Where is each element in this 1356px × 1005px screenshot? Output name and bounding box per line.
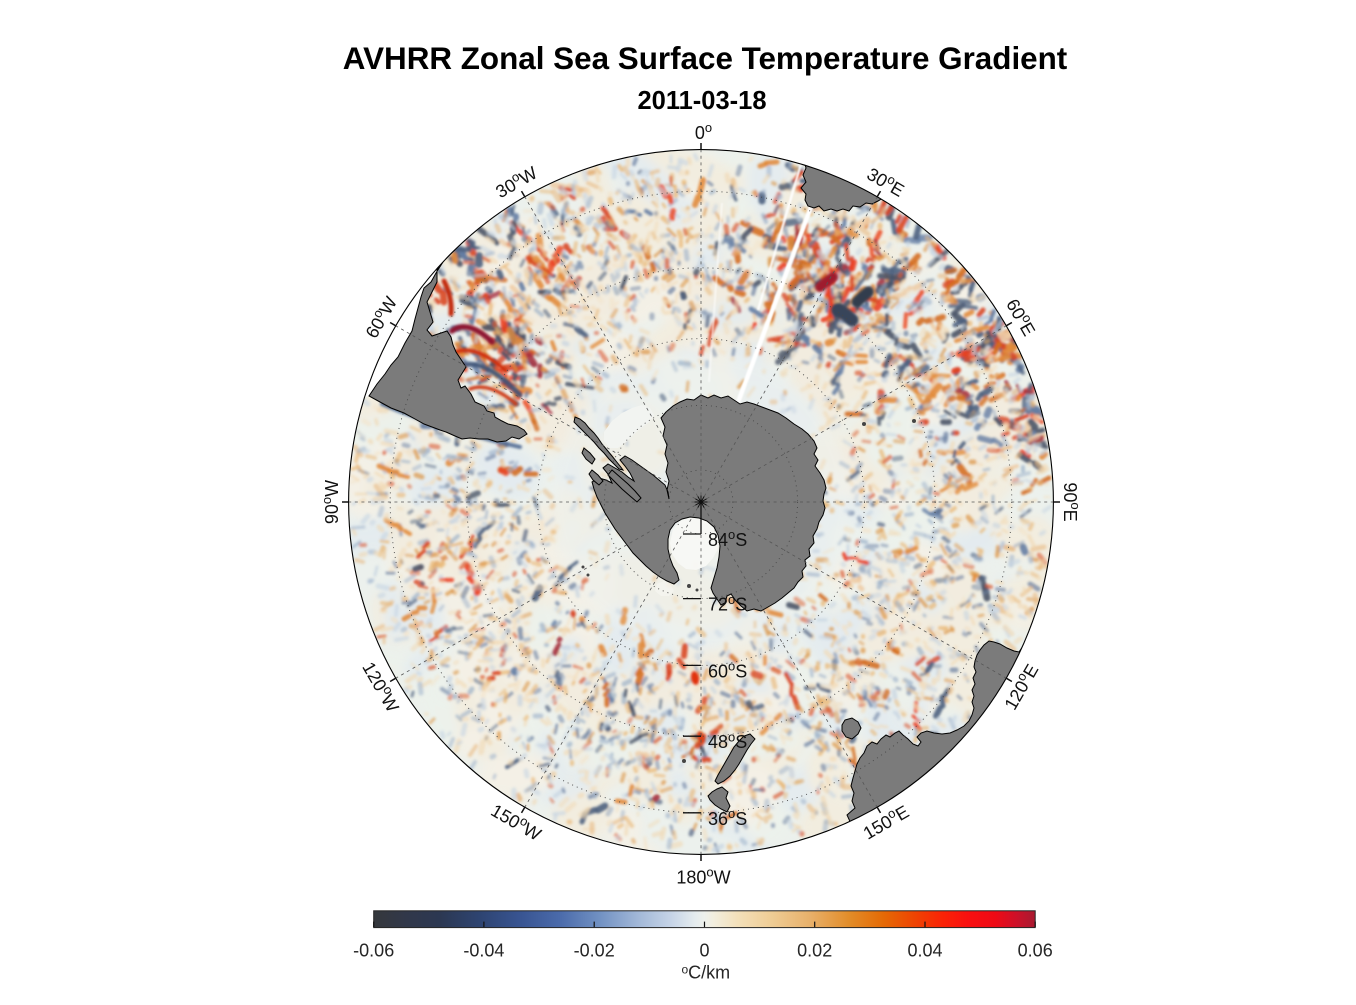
svg-text:0o: 0o xyxy=(695,120,712,143)
svg-text:84oS: 84oS xyxy=(708,527,747,550)
svg-text:0.04: 0.04 xyxy=(907,940,942,960)
svg-text:180oW: 180oW xyxy=(676,865,730,888)
svg-text:-0.02: -0.02 xyxy=(574,940,615,960)
svg-text:oC/km: oC/km xyxy=(681,963,730,983)
svg-text:2011-03-18: 2011-03-18 xyxy=(637,87,766,115)
svg-text:0.06: 0.06 xyxy=(1018,940,1053,960)
svg-text:0: 0 xyxy=(699,940,709,960)
svg-text:0.02: 0.02 xyxy=(797,940,832,960)
svg-text:90oW: 90oW xyxy=(319,480,342,524)
svg-text:36oS: 36oS xyxy=(708,806,747,829)
svg-text:90oE: 90oE xyxy=(1060,482,1083,521)
svg-text:-0.06: -0.06 xyxy=(353,940,394,960)
svg-text:48oS: 48oS xyxy=(708,729,747,752)
svg-text:AVHRR Zonal Sea Surface Temper: AVHRR Zonal Sea Surface Temperature Grad… xyxy=(343,41,1068,76)
svg-text:72oS: 72oS xyxy=(708,592,747,615)
svg-text:-0.04: -0.04 xyxy=(463,940,504,960)
svg-text:60oS: 60oS xyxy=(708,659,747,682)
